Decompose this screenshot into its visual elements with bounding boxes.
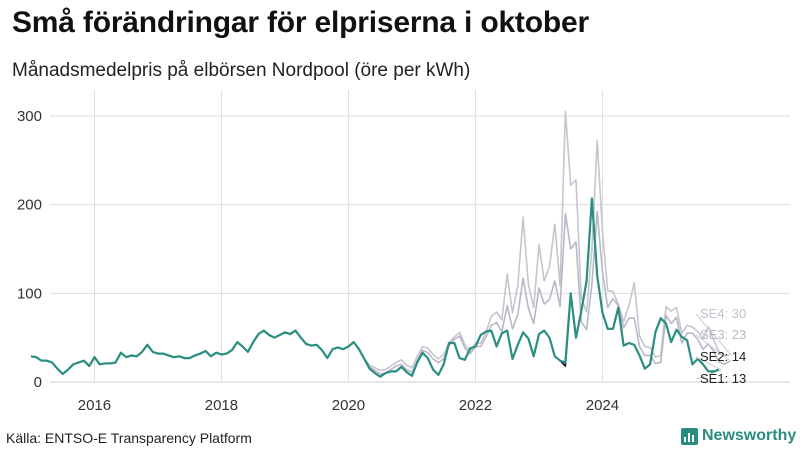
axis-labels: 0 100 200 300 2016 2018 2020 2022 2024	[17, 108, 619, 414]
x-tick-label: 2024	[586, 397, 619, 414]
y-tick-label: 0	[34, 374, 42, 391]
series-label-se2: SE2: 14	[700, 349, 746, 364]
label-leader-se3	[695, 334, 732, 363]
y-tick-label: 100	[17, 285, 42, 302]
y-tick-label: 300	[17, 108, 42, 125]
label-leader-se1	[695, 370, 722, 380]
brand-name: Newsworthy	[702, 427, 797, 444]
x-tick-label: 2018	[205, 397, 238, 414]
bar-chart-icon	[681, 427, 698, 445]
series-label-se1: SE1: 13	[700, 371, 746, 386]
series-line-se2	[30, 197, 720, 378]
series-line-se4	[30, 110, 730, 375]
chart-subtitle: Månadsmedelpris på elbörsen Nordpool (ör…	[12, 60, 471, 81]
grid-lines	[50, 90, 790, 383]
series-label-se4: SE4: 30	[700, 306, 746, 321]
y-tick-label: 200	[17, 197, 42, 214]
series-lines	[30, 110, 730, 378]
chart-title: Små förändringar för elpriserna i oktobe…	[12, 6, 589, 39]
series-line-se1	[30, 197, 720, 378]
source-note: Källa: ENTSO-E Transparency Platform	[6, 430, 252, 446]
label-leader-se4	[695, 313, 732, 356]
x-tick-label: 2020	[332, 397, 365, 414]
x-tick-label: 2022	[459, 397, 492, 414]
newsworthy-logo: Newsworthy	[681, 426, 796, 446]
label-leader-se2	[695, 356, 722, 371]
series-labels: SE4: 30 SE3: 23 SE2: 14 SE1: 13	[695, 306, 746, 386]
series-label-se3: SE3: 23	[700, 327, 746, 342]
x-tick-label: 2016	[78, 397, 111, 414]
